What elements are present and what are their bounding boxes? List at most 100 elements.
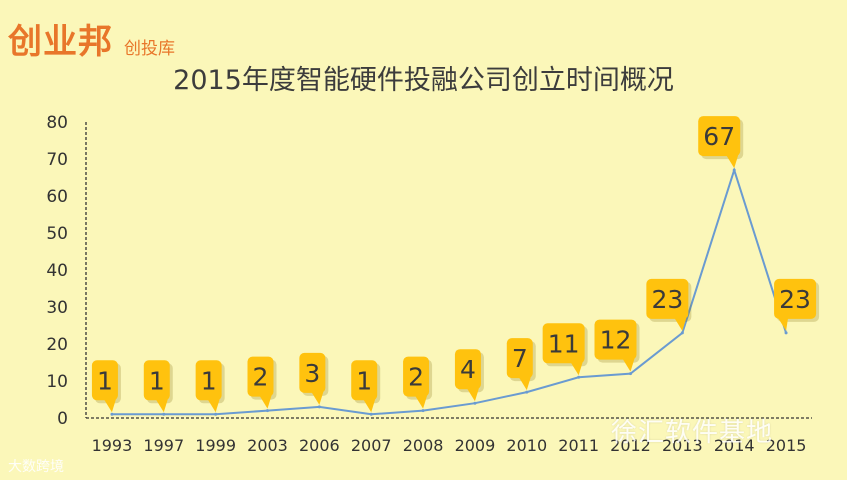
x-tick-label: 2003: [247, 436, 288, 455]
data-point: [162, 412, 166, 416]
y-tick-label: 50: [46, 224, 68, 244]
data-label: 1: [351, 360, 381, 413]
data-label-box: [646, 278, 689, 319]
data-label-pointer: [415, 395, 428, 409]
data-label-text: 12: [600, 326, 632, 355]
data-point: [473, 401, 477, 405]
data-label-text: 3: [304, 359, 320, 388]
data-point: [369, 412, 373, 416]
data-point: [525, 390, 529, 394]
data-label: 4: [454, 349, 484, 402]
x-tick-label: 1997: [143, 436, 184, 455]
data-label-text: 23: [779, 285, 811, 314]
data-label-text: 2: [408, 363, 424, 392]
data-label: 1: [195, 360, 225, 413]
data-label: 12: [594, 319, 640, 372]
data-label-pointer: [466, 388, 479, 402]
x-axis: 1993 1997 1999 2003 2006 2007 2008 2009 2010 2011…: [86, 417, 812, 455]
y-tick-label: 70: [46, 150, 68, 170]
data-label-pointer: [103, 399, 116, 413]
data-label: 2: [247, 356, 277, 409]
data-point: [317, 405, 321, 409]
logo-subtitle: 创投库: [124, 39, 175, 59]
x-tick-label: 2012: [610, 436, 651, 455]
y-axis: 0 10 20 30 40 50 60 70 80: [46, 113, 87, 429]
data-label: 23: [774, 278, 820, 331]
x-tick-label: 2015: [766, 436, 807, 455]
x-tick-label: 2006: [299, 436, 340, 455]
y-tick-label: 10: [46, 372, 68, 392]
data-label-pointer: [570, 362, 583, 376]
x-tick-label: 2013: [662, 436, 703, 455]
chart-title: 2015年度智能硬件投融公司创立时间概况: [173, 65, 674, 96]
x-tick-label: 2007: [351, 436, 392, 455]
data-point: [732, 168, 736, 172]
logo: 创业邦: [8, 22, 113, 62]
data-label: 1: [143, 360, 173, 413]
data-point: [214, 412, 218, 416]
x-tick-label: 2010: [506, 436, 547, 455]
data-label-pointer: [622, 358, 635, 372]
x-tick-label: 2009: [455, 436, 496, 455]
y-tick-label: 0: [57, 409, 68, 429]
data-label: 7: [506, 338, 536, 391]
y-tick-label: 40: [46, 261, 68, 281]
data-label: 23: [646, 278, 692, 331]
data-label-pointer: [259, 395, 272, 409]
x-tick-label: 1993: [92, 436, 133, 455]
y-tick-label: 20: [46, 335, 68, 355]
data-label-text: 2: [253, 363, 269, 392]
data-label-pointer: [207, 399, 220, 413]
data-label-box: [454, 349, 481, 390]
data-label-text: 1: [149, 366, 165, 395]
series-line-path: [111, 166, 788, 416]
data-label-text: 23: [651, 285, 683, 314]
data-label-box: [698, 116, 741, 157]
data-label: 67: [698, 116, 744, 169]
data-point: [680, 331, 684, 335]
data-point: [629, 372, 632, 376]
y-tick-label: 80: [46, 113, 68, 133]
data-label: 11: [542, 323, 588, 376]
data-label-text: 4: [460, 355, 476, 384]
watermark: 徐汇软件基地: [611, 418, 774, 448]
data-label-box: [91, 360, 118, 401]
data-point: [421, 409, 425, 413]
data-label-pointer: [518, 377, 531, 391]
data-label-box: [774, 278, 817, 319]
data-label-box: [351, 360, 378, 401]
data-label-pointer: [674, 317, 687, 331]
data-label-text: 1: [97, 366, 113, 395]
data-label-pointer: [778, 317, 789, 331]
data-label: 1: [91, 360, 121, 413]
data-label-box: [403, 356, 430, 397]
series-line: [110, 166, 788, 416]
data-label-box: [247, 356, 274, 397]
data-label-pointer: [311, 391, 324, 405]
data-point: [110, 412, 114, 416]
source-label: 大数跨境: [8, 459, 64, 475]
data-label-box: [542, 323, 585, 364]
data-label: 3: [299, 352, 329, 405]
data-label-box: [506, 338, 533, 379]
x-tick-label: 2011: [558, 436, 599, 455]
data-label-text: 11: [548, 329, 580, 358]
data-label-pointer: [155, 399, 168, 413]
data-label: 2: [403, 356, 433, 409]
data-point: [784, 331, 788, 335]
data-label-text: 7: [512, 344, 528, 373]
data-label-pointer: [363, 399, 376, 413]
data-point: [266, 409, 269, 413]
data-point: [577, 375, 581, 379]
data-label-pointer: [726, 155, 739, 169]
data-label-box: [594, 319, 637, 360]
y-tick-label: 60: [46, 187, 68, 207]
data-label-text: 67: [703, 122, 735, 151]
x-tick-label: 2008: [403, 436, 444, 455]
x-tick-label: 1999: [195, 436, 236, 455]
y-tick-label: 30: [46, 298, 68, 318]
data-label-text: 1: [201, 366, 217, 395]
data-label-box: [143, 360, 170, 401]
